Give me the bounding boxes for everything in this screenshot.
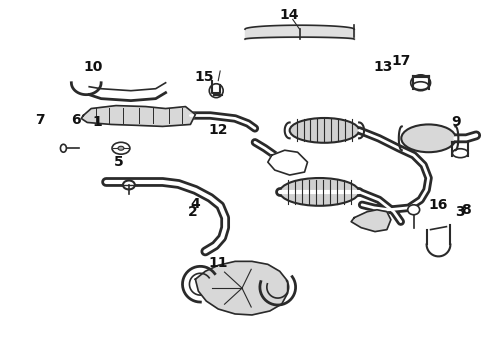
Polygon shape bbox=[268, 150, 308, 175]
Text: 11: 11 bbox=[208, 256, 228, 270]
Text: 8: 8 bbox=[462, 203, 471, 217]
Polygon shape bbox=[196, 261, 288, 315]
Text: 3: 3 bbox=[456, 205, 465, 219]
Text: 7: 7 bbox=[35, 113, 45, 127]
Ellipse shape bbox=[401, 125, 456, 152]
Ellipse shape bbox=[411, 75, 431, 91]
Text: 1: 1 bbox=[92, 116, 102, 130]
Polygon shape bbox=[351, 210, 391, 231]
Text: 13: 13 bbox=[373, 60, 392, 74]
Text: 17: 17 bbox=[391, 54, 411, 68]
Ellipse shape bbox=[112, 142, 130, 154]
Ellipse shape bbox=[290, 118, 359, 143]
Text: 4: 4 bbox=[191, 197, 200, 211]
Ellipse shape bbox=[118, 146, 124, 150]
Ellipse shape bbox=[123, 180, 135, 189]
Text: 16: 16 bbox=[429, 198, 448, 212]
Text: 15: 15 bbox=[195, 70, 214, 84]
Text: 9: 9 bbox=[452, 116, 461, 130]
Polygon shape bbox=[81, 105, 196, 126]
Ellipse shape bbox=[280, 178, 359, 206]
Text: 6: 6 bbox=[72, 113, 81, 127]
Text: 14: 14 bbox=[280, 8, 299, 22]
Ellipse shape bbox=[60, 144, 66, 152]
Ellipse shape bbox=[408, 205, 419, 215]
Text: 5: 5 bbox=[114, 155, 124, 169]
Text: 12: 12 bbox=[208, 123, 228, 138]
Text: 2: 2 bbox=[188, 205, 197, 219]
Text: 10: 10 bbox=[83, 60, 103, 74]
